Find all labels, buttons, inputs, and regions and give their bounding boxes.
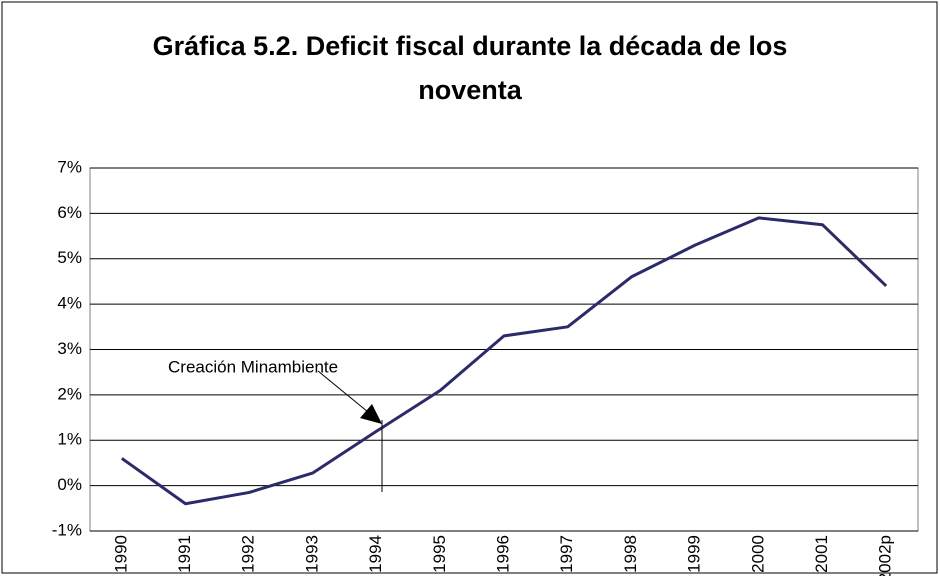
x-tick-label: 1997 [557, 535, 576, 573]
x-tick-label: 1994 [366, 535, 385, 573]
x-tick-label: 1993 [302, 535, 321, 573]
x-tick-label: 1995 [430, 535, 449, 573]
arrow-head [360, 404, 382, 424]
y-tick-label: 5% [57, 248, 82, 267]
data-line [120, 216, 888, 506]
annotation: Creación Minambiente [168, 357, 338, 376]
x-tick-label: 2001 [812, 535, 831, 573]
y-tick-label: 1% [57, 430, 82, 449]
x-tick-label: 2002p [876, 535, 895, 576]
y-tick-label: 4% [57, 294, 82, 313]
x-tick-label: 1992 [239, 535, 258, 573]
y-tick-label: 7% [57, 157, 82, 176]
y-tick-label: 3% [57, 339, 82, 358]
annotation-arrow [317, 370, 369, 413]
x-tick-label: 2000 [748, 535, 767, 573]
y-tick-label: 0% [57, 475, 82, 494]
y-tick-label: 2% [57, 384, 82, 403]
y-tick-label: -1% [52, 520, 82, 539]
x-tick-label: 1990 [111, 535, 130, 573]
x-tick-label: 1996 [493, 535, 512, 573]
x-tick-label: 1998 [621, 535, 640, 573]
chart-title: Gráfica 5.2. Deficit fiscal durante la d… [152, 31, 788, 105]
y-tick-label: 6% [57, 203, 82, 222]
x-tick-label: 1991 [175, 535, 194, 573]
x-tick-label: 1999 [685, 535, 704, 573]
